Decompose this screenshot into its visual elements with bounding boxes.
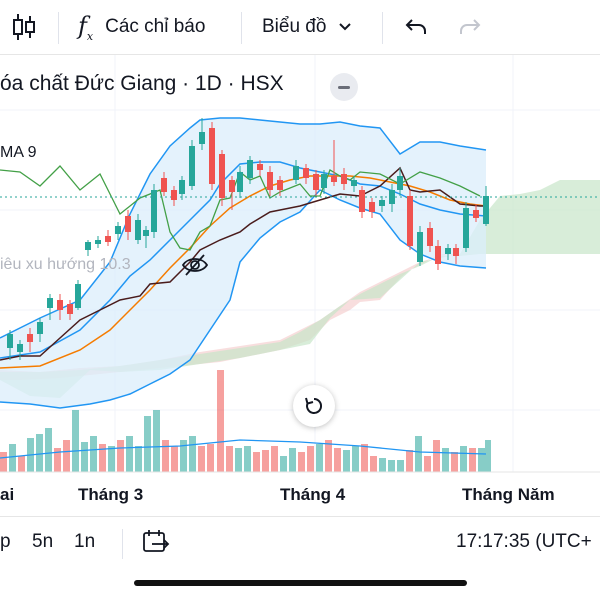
ma-indicator-label[interactable]: MA 9 [0, 144, 37, 161]
redo-icon [460, 19, 481, 34]
undo-icon [405, 19, 426, 34]
home-indicator [134, 580, 467, 586]
trend-indicator-label[interactable]: iêu xu hướng 10.3 [0, 256, 131, 273]
time-axis-label: Tháng 3 [78, 485, 144, 504]
reset-chart-button[interactable] [293, 385, 335, 427]
time-axis-label: Tháng 4 [280, 485, 346, 504]
interval-button[interactable]: 5n [32, 531, 54, 552]
redo-button[interactable] [458, 0, 482, 54]
interval-button[interactable]: 1n [74, 531, 96, 552]
bottom-divider [122, 529, 123, 559]
volume-ma-line [0, 439, 487, 459]
chart-type-button[interactable]: Biểu đồ [262, 0, 352, 54]
candlestick-icon[interactable] [12, 0, 36, 54]
tenkan-line [0, 166, 486, 361]
indicators-button[interactable]: fx Các chỉ báo [78, 0, 205, 54]
bollinger-lower-line [0, 189, 487, 409]
eye-hidden-icon[interactable] [180, 252, 210, 283]
toolbar-divider [382, 12, 383, 44]
toolbar-divider [58, 12, 59, 44]
time-axis-label: ai [0, 485, 15, 504]
clock-label[interactable]: 17:17:35 (UTC+ [456, 531, 592, 552]
minus-icon [338, 85, 350, 89]
bollinger-upper-line [0, 117, 487, 339]
rotate-icon [305, 397, 323, 414]
collapse-legend-button[interactable] [330, 73, 358, 101]
bottom-bar: p 5n 1n 17:17:35 (UTC+ [0, 516, 600, 571]
chevron-down-icon [339, 23, 352, 31]
function-icon: fx [78, 11, 94, 43]
chart-type-label: Biểu đồ [262, 16, 327, 37]
time-axis-label: Tháng Năm [462, 485, 555, 504]
undo-button[interactable] [404, 0, 428, 54]
price-chart[interactable] [0, 55, 600, 515]
lagging-span-line [0, 165, 481, 251]
date-range-icon[interactable] [142, 529, 170, 561]
volume-bars [0, 370, 491, 472]
candlesticks [7, 118, 489, 360]
interval-button[interactable]: p [0, 531, 11, 552]
symbol-title[interactable]: óa chất Đức Giang · 1D · HSX [0, 72, 284, 95]
indicators-label: Các chỉ báo [105, 16, 206, 37]
top-toolbar: fx Các chỉ báo Biểu đồ [0, 0, 600, 55]
toolbar-divider [241, 12, 242, 44]
